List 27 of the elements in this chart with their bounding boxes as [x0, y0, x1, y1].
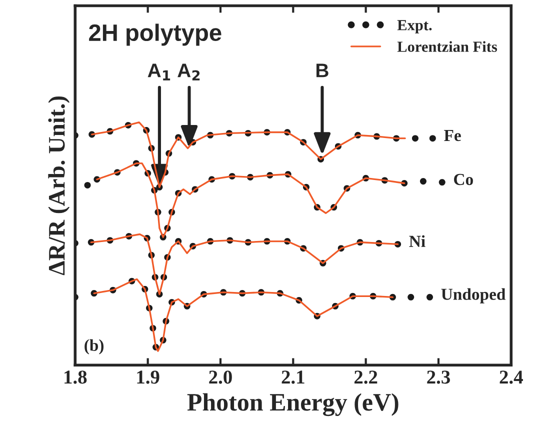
annotation: (b)	[84, 339, 104, 354]
x-tick-label: 2.4	[500, 370, 523, 384]
point	[420, 178, 426, 185]
point	[84, 182, 91, 188]
x-tick-label: 1.9	[137, 370, 160, 384]
x-tick-label: 2.1	[282, 370, 304, 384]
annotation: Fe	[444, 130, 461, 142]
point	[426, 294, 434, 300]
annotation: Ni	[409, 235, 426, 247]
y-axis-title: ΔR/R (Arb. Unit.)	[48, 96, 70, 276]
x-tick-label: 2.3	[427, 370, 450, 384]
annotation: A$_{1}$	[148, 64, 170, 80]
chart-title: 2H polytype	[89, 24, 222, 46]
x-tick-label: 2.2	[354, 370, 378, 384]
x-tick-label: 2.0	[209, 370, 232, 384]
x-axis-title: Photon Energy (eV)	[187, 393, 398, 416]
point	[438, 179, 446, 186]
point	[429, 135, 436, 142]
annotation: A$_{2}$	[178, 64, 200, 80]
annotation: Undoped	[441, 288, 506, 304]
point	[412, 135, 418, 142]
annotation: Co	[454, 174, 473, 186]
point	[408, 294, 414, 300]
legend-label: Lorentzian Fits	[397, 41, 498, 52]
legend-label: Expt.	[397, 20, 432, 34]
x-tick-label: 1.8	[64, 370, 87, 384]
annotation: B	[316, 64, 328, 78]
